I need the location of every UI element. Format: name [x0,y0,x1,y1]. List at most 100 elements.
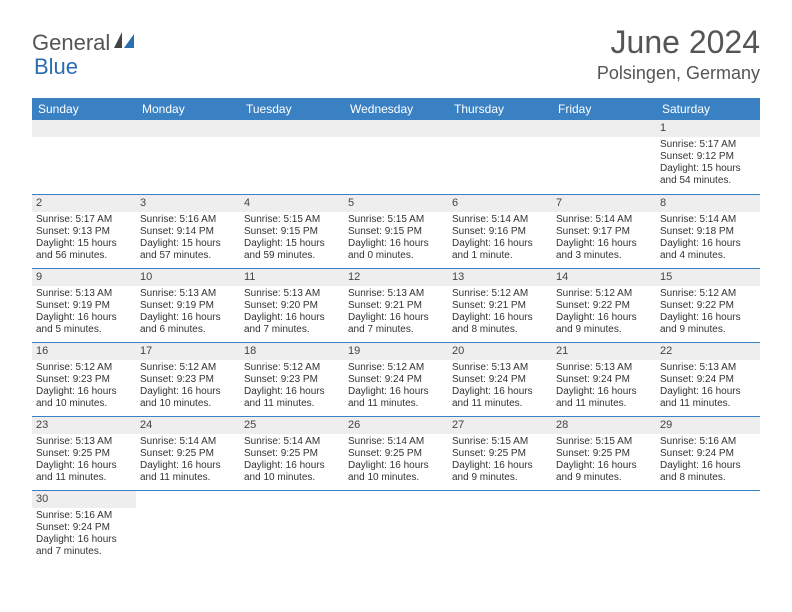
calendar-day-cell: 23Sunrise: 5:13 AMSunset: 9:25 PMDayligh… [32,416,136,490]
sunrise-line: Sunrise: 5:13 AM [556,362,652,374]
calendar-day-cell [136,490,240,564]
daylight-line: Daylight: 15 hours [140,238,236,250]
daylight-line: Daylight: 16 hours [556,460,652,472]
day-details: Sunrise: 5:15 AMSunset: 9:15 PMDaylight:… [344,212,448,265]
day-number [656,491,760,508]
daylight-line: Daylight: 16 hours [36,312,132,324]
calendar-day-cell [240,120,344,194]
calendar-day-cell: 18Sunrise: 5:12 AMSunset: 9:23 PMDayligh… [240,342,344,416]
calendar-day-cell: 3 Sunrise: 5:16 AMSunset: 9:14 PMDaylight… [136,194,240,268]
calendar-table: Sunday Monday Tuesday Wednesday Thursday… [32,98,760,564]
daylight-line: and 9 minutes. [556,472,652,484]
daylight-line: Daylight: 15 hours [36,238,132,250]
daylight-line: and 8 minutes. [452,324,548,336]
day-details: Sunrise: 5:12 AMSunset: 9:23 PMDaylight:… [136,360,240,413]
calendar-day-cell: 24Sunrise: 5:14 AMSunset: 9:25 PMDayligh… [136,416,240,490]
day-details [448,508,552,556]
sunset-line: Sunset: 9:25 PM [556,448,652,460]
day-number: 15 [656,269,760,286]
sunrise-line: Sunrise: 5:15 AM [452,436,548,448]
day-number [32,120,136,137]
daylight-line: Daylight: 16 hours [348,312,444,324]
sunset-line: Sunset: 9:24 PM [556,374,652,386]
day-details: Sunrise: 5:14 AMSunset: 9:18 PMDaylight:… [656,212,760,265]
daylight-line: Daylight: 16 hours [452,238,548,250]
sunset-line: Sunset: 9:21 PM [348,300,444,312]
day-details [240,508,344,556]
calendar-day-cell: 13Sunrise: 5:12 AMSunset: 9:21 PMDayligh… [448,268,552,342]
page-header: General June 2024 Polsingen, Germany [0,0,792,92]
calendar-day-cell: 15Sunrise: 5:12 AMSunset: 9:22 PMDayligh… [656,268,760,342]
sunset-line: Sunset: 9:24 PM [660,374,756,386]
day-details: Sunrise: 5:15 AMSunset: 9:15 PMDaylight:… [240,212,344,265]
sunset-line: Sunset: 9:23 PM [36,374,132,386]
sunrise-line: Sunrise: 5:16 AM [660,436,756,448]
day-details: Sunrise: 5:16 AMSunset: 9:24 PMDaylight:… [32,508,136,561]
day-details: Sunrise: 5:14 AMSunset: 9:16 PMDaylight:… [448,212,552,265]
day-details [552,508,656,556]
day-details: Sunrise: 5:13 AMSunset: 9:24 PMDaylight:… [656,360,760,413]
calendar-day-cell: 7Sunrise: 5:14 AMSunset: 9:17 PMDaylight… [552,194,656,268]
calendar-day-cell: 1Sunrise: 5:17 AMSunset: 9:12 PMDaylight… [656,120,760,194]
sunrise-line: Sunrise: 5:16 AM [140,214,236,226]
day-number: 12 [344,269,448,286]
daylight-line: and 11 minutes. [348,398,444,410]
day-number: 24 [136,417,240,434]
daylight-line: and 6 minutes. [140,324,236,336]
weekday-header: Wednesday [344,98,448,120]
day-number: 17 [136,343,240,360]
calendar-day-cell: 2Sunrise: 5:17 AMSunset: 9:13 PMDaylight… [32,194,136,268]
daylight-line: and 56 minutes. [36,250,132,262]
sunrise-line: Sunrise: 5:12 AM [556,288,652,300]
daylight-line: and 54 minutes. [660,175,756,187]
day-details [136,508,240,556]
day-details [344,137,448,185]
day-details [136,137,240,185]
sunset-line: Sunset: 9:19 PM [140,300,236,312]
day-details: Sunrise: 5:15 AMSunset: 9:25 PMDaylight:… [448,434,552,487]
calendar-day-cell: 29Sunrise: 5:16 AMSunset: 9:24 PMDayligh… [656,416,760,490]
sunset-line: Sunset: 9:14 PM [140,226,236,238]
calendar-header-row: Sunday Monday Tuesday Wednesday Thursday… [32,98,760,120]
day-number [448,120,552,137]
weekday-header: Monday [136,98,240,120]
day-number: 1 [656,120,760,137]
day-number: 22 [656,343,760,360]
day-number: 5 [344,195,448,212]
daylight-line: and 8 minutes. [660,472,756,484]
sunset-line: Sunset: 9:15 PM [244,226,340,238]
daylight-line: Daylight: 16 hours [140,460,236,472]
calendar-day-cell: 16Sunrise: 5:12 AMSunset: 9:23 PMDayligh… [32,342,136,416]
day-details: Sunrise: 5:14 AMSunset: 9:17 PMDaylight:… [552,212,656,265]
calendar-week-row: 23Sunrise: 5:13 AMSunset: 9:25 PMDayligh… [32,416,760,490]
day-number [344,120,448,137]
day-details [240,137,344,185]
day-number: 3 [136,195,240,212]
day-details: Sunrise: 5:13 AMSunset: 9:19 PMDaylight:… [32,286,136,339]
daylight-line: and 7 minutes. [348,324,444,336]
sunrise-line: Sunrise: 5:14 AM [556,214,652,226]
calendar-day-cell: 20Sunrise: 5:13 AMSunset: 9:24 PMDayligh… [448,342,552,416]
daylight-line: and 57 minutes. [140,250,236,262]
sunrise-line: Sunrise: 5:17 AM [660,139,756,151]
daylight-line: Daylight: 16 hours [452,460,548,472]
day-details: Sunrise: 5:13 AMSunset: 9:24 PMDaylight:… [448,360,552,413]
calendar-day-cell: 12Sunrise: 5:13 AMSunset: 9:21 PMDayligh… [344,268,448,342]
day-details: Sunrise: 5:14 AMSunset: 9:25 PMDaylight:… [344,434,448,487]
weekday-header: Saturday [656,98,760,120]
day-details: Sunrise: 5:17 AMSunset: 9:12 PMDaylight:… [656,137,760,190]
sunrise-line: Sunrise: 5:14 AM [660,214,756,226]
calendar-day-cell: 11Sunrise: 5:13 AMSunset: 9:20 PMDayligh… [240,268,344,342]
day-number: 4 [240,195,344,212]
day-number: 20 [448,343,552,360]
sunrise-line: Sunrise: 5:17 AM [36,214,132,226]
daylight-line: Daylight: 16 hours [660,238,756,250]
sunrise-line: Sunrise: 5:13 AM [660,362,756,374]
day-number: 21 [552,343,656,360]
calendar-week-row: 2Sunrise: 5:17 AMSunset: 9:13 PMDaylight… [32,194,760,268]
day-number: 10 [136,269,240,286]
day-number [240,120,344,137]
title-block: June 2024 Polsingen, Germany [597,24,760,84]
calendar-day-cell [240,490,344,564]
calendar-day-cell: 22Sunrise: 5:13 AMSunset: 9:24 PMDayligh… [656,342,760,416]
